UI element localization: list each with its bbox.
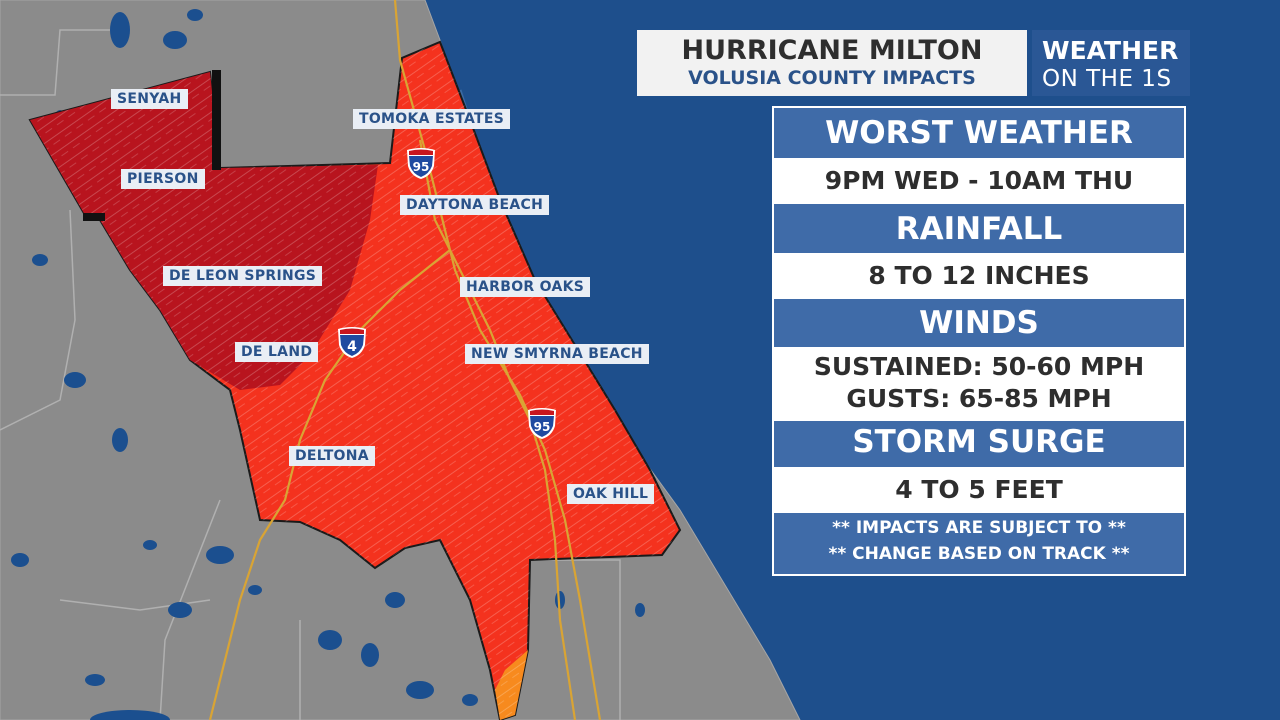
city-label-tomoka-estates: TOMOKA ESTATES (353, 109, 511, 129)
disclaimer-line-1: ** IMPACTS ARE SUBJECT TO ** (832, 518, 1126, 538)
city-label-harbor-oaks: HARBOR OAKS (460, 277, 591, 297)
page-title: HURRICANE MILTON (681, 35, 983, 66)
winds-header: WINDS (919, 305, 1039, 341)
rainfall-value: 8 TO 12 INCHES (774, 253, 1184, 299)
interstate-95-south-shield: 95 (528, 408, 556, 439)
rainfall-header: RAINFALL (895, 211, 1063, 247)
interstate-4-shield: 4 (338, 327, 366, 358)
brand-logo: WEATHER ON THE 1S (1032, 30, 1190, 96)
svg-text:95: 95 (413, 160, 430, 174)
city-label-deltona: DELTONA (289, 446, 375, 466)
lakes (11, 9, 645, 720)
city-label-new-smyrna-beach: NEW SMYRNA BEACH (465, 344, 649, 364)
storm-surge-header: STORM SURGE (852, 424, 1106, 460)
city-label-oak-hill: OAK HILL (567, 484, 655, 504)
svg-text:95: 95 (534, 420, 551, 434)
winds-values: SUSTAINED: 50-60 MPH GUSTS: 65-85 MPH (774, 347, 1184, 421)
page-subtitle: VOLUSIA COUNTY IMPACTS (688, 67, 976, 89)
svg-text:4: 4 (347, 339, 357, 355)
brand-line-2: ON THE 1S (1042, 66, 1172, 92)
worst-weather-value: 9PM WED - 10AM THU (774, 158, 1184, 204)
winds-sustained: SUSTAINED: 50-60 MPH (813, 352, 1145, 381)
disclaimer-line-2: ** CHANGE BASED ON TRACK ** (828, 544, 1130, 564)
worst-weather-header: WORST WEATHER (825, 115, 1133, 151)
title-box: HURRICANE MILTON VOLUSIA COUNTY IMPACTS (637, 30, 1027, 96)
interstate-95-north-shield: 95 (407, 148, 435, 179)
city-label-daytona-beach: DAYTONA BEACH (400, 195, 550, 215)
city-label-senyah: SENYAH (111, 89, 188, 109)
wind-hatch (30, 42, 680, 720)
county-boundary-accents (83, 70, 221, 221)
impacts-panel: WORST WEATHER 9PM WED - 10AM THU RAINFAL… (772, 106, 1186, 576)
city-label-de-land: DE LAND (235, 342, 319, 362)
winds-gusts: GUSTS: 65-85 MPH (846, 384, 1112, 413)
county-lines (0, 29, 621, 720)
city-label-de-leon-springs: DE LEON SPRINGS (163, 266, 323, 286)
brand-line-1: WEATHER (1042, 36, 1179, 65)
city-label-pierson: PIERSON (121, 169, 205, 189)
storm-surge-value: 4 TO 5 FEET (774, 467, 1184, 513)
